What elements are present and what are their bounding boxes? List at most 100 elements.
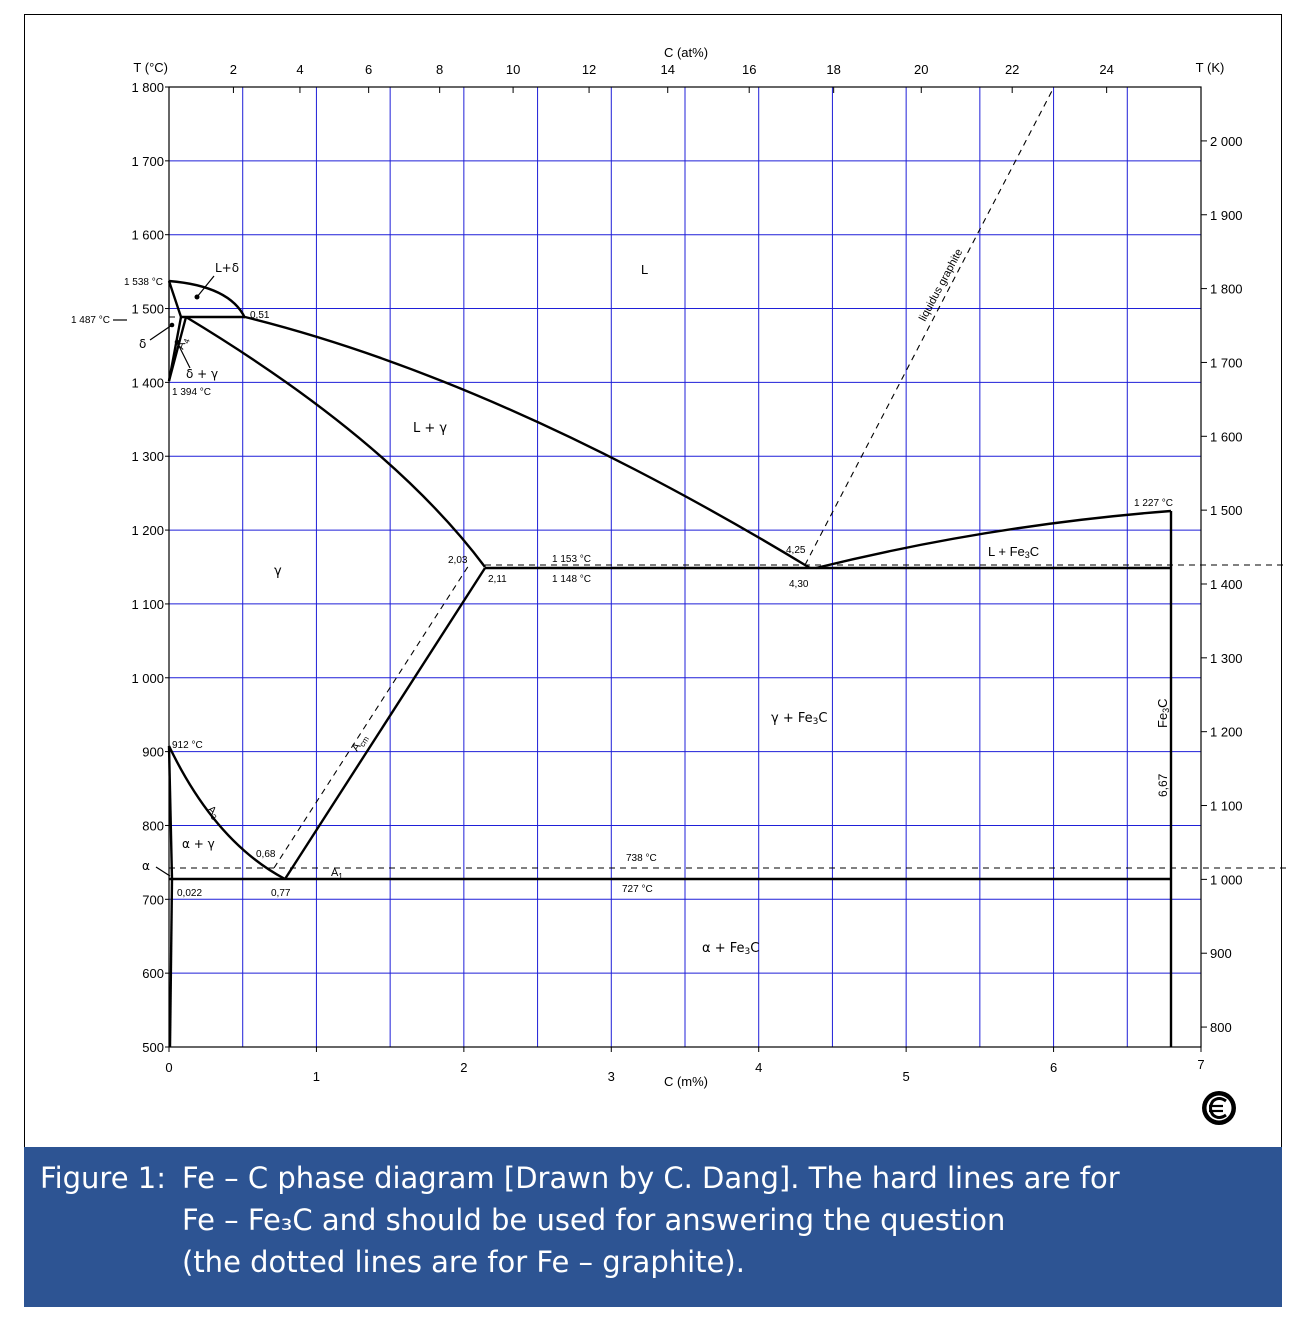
top-tick-label: 2 [230,62,237,77]
right-tick-label: 1 500 [1210,503,1243,518]
solidus-delta [167,280,183,318]
right-tick-label: 1 200 [1210,725,1243,740]
label-051: 0,51 [250,310,270,321]
dot-delta [169,322,175,328]
pointer-delta-gamma [176,341,191,369]
bottom-axis-ticks: 0 1 2 3 4 5 6 7 [165,1047,1205,1084]
alpha-solvus-left [167,745,174,880]
region-L-delta: L+δ [215,261,239,275]
dot-delta-gamma [174,339,180,345]
left-tick-label: 1 200 [131,523,164,538]
label-667: 6,67 [1156,773,1170,797]
right-tick-label: 1 300 [1210,651,1243,666]
top-tick-label: 18 [826,62,840,77]
region-Fe3C: Fe3C [1155,698,1171,728]
label-1394: 1 394 °C [172,387,211,398]
region-alpha: α [142,859,150,873]
pointer-L-delta [196,275,215,298]
label-068: 0,68 [256,849,276,860]
label-0022: 0,022 [177,888,202,899]
region-L-Fe3C: L + Fe3C [988,544,1039,560]
phase-diagram: 1 800 1 700 1 600 1 500 1 400 1 300 1 200 1 100… [71,45,1286,1125]
region-delta: δ [139,337,146,351]
label-a4: A4 [175,335,192,351]
left-tick-label: 1 100 [131,597,164,612]
caption-label: Figure 1: [40,1161,166,1195]
liquidus-gamma [244,315,811,570]
bottom-axis-title: C (m%) [664,1074,708,1089]
left-axis-title: T (°C) [133,60,168,75]
bottom-tick-label: 7 [1197,1057,1204,1072]
label-203: 2,03 [448,555,468,566]
label-a3: A3 [203,804,222,823]
left-tick-label: 1 600 [131,228,164,243]
label-211: 2,11 [488,574,507,585]
label-912: 912 °C [172,740,203,751]
left-tick-label: 1 800 [131,80,164,95]
region-alpha-Fe3C: α + Fe3C [702,941,759,957]
bottom-tick-label: 3 [608,1069,615,1084]
top-tick-label: 6 [365,62,372,77]
bottom-tick-label: 5 [903,1069,910,1084]
dashed-liquidus-graphite [804,86,1055,566]
right-tick-label: 1 100 [1210,799,1243,814]
acm-line [283,567,487,880]
copyright-cc-icon [1202,1091,1236,1125]
label-738: 738 °C [626,853,657,864]
right-axis-title: T (K) [1196,60,1225,75]
right-axis-ticks: 2 000 1 900 1 800 1 700 1 600 1 500 1 400 1 300… [1201,134,1243,1035]
region-alpha-gamma: α + γ [182,837,215,851]
left-tick-label: 600 [142,966,164,981]
top-axis-ticks: 2 4 6 8 10 12 14 16 18 20 22 24 [230,62,1114,93]
bottom-tick-label: 4 [755,1060,762,1075]
left-tick-label: 500 [142,1040,164,1055]
right-tick-label: 1 900 [1210,208,1243,223]
region-gamma-Fe3C: γ + Fe3C [771,711,827,727]
top-tick-label: 14 [660,62,674,77]
dashed-acm-graphite [273,564,470,869]
region-L: L [641,262,648,277]
label-1148: 1 148 °C [552,574,591,585]
top-tick-label: 12 [582,62,596,77]
right-tick-label: 800 [1210,1020,1232,1035]
left-tick-label: 800 [142,818,164,833]
left-tick-label: 1 300 [131,449,164,464]
label-1227: 1 227 °C [1134,498,1173,509]
left-tick-label: 700 [142,892,164,907]
region-L-gamma: L + γ [413,421,447,436]
label-425: 4,25 [786,545,806,556]
label-1538: 1 538 °C [124,277,163,288]
caption-line-1: Figure 1: Fe – C phase diagram [Drawn by … [40,1157,1282,1199]
pointer-delta [149,324,173,341]
left-tick-label: 1 400 [131,375,164,390]
bottom-tick-label: 0 [165,1060,172,1075]
label-430: 4,30 [789,579,809,590]
left-tick-label: 1 000 [131,671,164,686]
top-tick-label: 8 [436,62,443,77]
label-a1: A1 [331,867,343,881]
top-tick-label: 16 [742,62,756,77]
label-727: 727 °C [622,884,653,895]
left-tick-label: 1 700 [131,154,164,169]
bottom-tick-label: 2 [460,1060,467,1075]
caption-line-3: (the dotted lines are for Fe – graphite)… [182,1245,745,1279]
top-tick-label: 4 [296,62,303,77]
liquidus-delta [168,279,247,319]
label-077: 0,77 [271,888,291,899]
top-tick-label: 20 [914,62,928,77]
figure-caption: Figure 1: Fe – C phase diagram [Drawn by … [24,1147,1282,1307]
top-axis-title: C (at%) [664,45,708,60]
caption-text-1: Fe – C phase diagram [Drawn by C. Dang].… [182,1161,1120,1195]
plot-border [168,86,1202,1048]
delta-gamma-lower [167,316,188,382]
left-tick-label: 900 [142,745,164,760]
right-tick-label: 1 700 [1210,355,1243,370]
a3-line [167,745,286,881]
label-1487: 1 487 °C [71,315,110,326]
right-tick-label: 2 000 [1210,134,1243,149]
right-tick-label: 1 400 [1210,577,1243,592]
liquidus-fe3c [815,509,1172,570]
label-liquidus-graphite: liquidus graphite [917,247,965,323]
right-tick-label: 1 800 [1210,282,1243,297]
pointer-alpha [155,866,171,877]
